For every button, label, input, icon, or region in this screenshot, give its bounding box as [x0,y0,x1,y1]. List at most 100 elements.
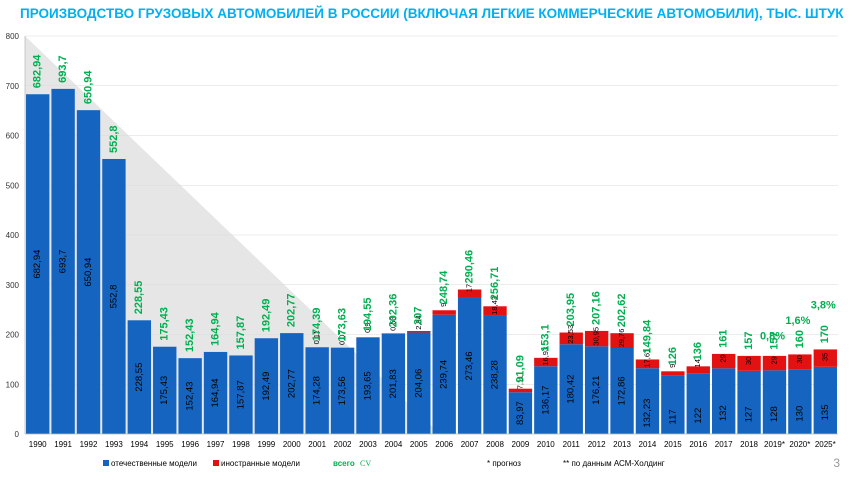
foreign-value-label: 16,93 [541,347,550,366]
foreign-value-label: 7,11 [515,375,524,389]
domestic-value-label: 228,55 [134,363,145,392]
total-value-label: 126 [667,347,679,365]
x-tick-label: 1997 [207,440,225,449]
total-value-label: 693,7 [57,55,69,83]
bar-domestic [203,351,228,434]
foreign-value-label: 29 [769,356,778,364]
domestic-value-label: 130 [794,406,805,422]
bar-domestic [356,337,380,434]
x-tick-label: 2000 [283,440,301,449]
bar-domestic [254,338,279,434]
bar-domestic [483,315,507,434]
legend-label-foreign: иностранные модели [221,459,300,468]
bar-domestic [330,347,355,434]
foreign-value-label: 0,07 [338,330,347,345]
domestic-value-label: 552,8 [108,285,119,309]
bar-domestic [153,346,177,434]
legend-swatch-foreign [213,460,219,466]
domestic-value-label: 83,97 [515,401,526,425]
bar-domestic [305,347,329,434]
total-value-label: 256,71 [489,267,501,301]
x-tick-label: 2006 [435,440,453,449]
domestic-value-label: 193,65 [363,371,374,400]
footnotes: * прогноз ** по данным АСМ-Холдинг [487,459,665,468]
domestic-value-label: 173,56 [337,376,348,405]
chart-title: ПРОИЗВОДСТВО ГРУЗОВЫХ АВТОМОБИЛЕЙ В РОСС… [20,6,844,21]
domestic-value-label: 132,23 [642,399,653,428]
bar-foreign [407,331,431,333]
foreign-value-label: 30 [795,355,804,363]
x-tick-label: 1999 [257,440,275,449]
domestic-value-label: 172,86 [617,376,628,405]
bar-domestic [280,333,304,434]
x-tick-label: 1996 [181,440,199,449]
total-value-label: 207 [413,307,425,325]
total-value-label: 194,55 [362,298,374,332]
bar-foreign [737,355,761,371]
total-value-label: 157,87 [235,316,247,350]
x-tick-label: 1991 [54,440,72,449]
x-tick-label: 2016 [689,440,707,449]
bar-foreign [762,355,787,371]
bar-domestic [711,368,736,434]
x-axis: 1990 1991 1992 1993 1994 1995 1996 1997 1998 1999… [25,433,838,449]
x-tick-label: 2009 [512,440,530,449]
bar-domestic [102,158,126,434]
bar-domestic [51,88,75,434]
domestic-value-label: 164,94 [210,378,221,407]
bar-domestic [457,297,482,434]
x-tick-label: 2015 [664,440,682,449]
foreign-value-label: 29 [719,354,728,362]
total-value-label: 192,49 [260,299,272,333]
bar-domestic [762,370,787,434]
total-value-label: 160 [794,330,806,348]
x-tick-label: 2012 [588,440,606,449]
x-tick-label: 2001 [308,440,326,449]
foreign-value-label: 30 [744,357,753,365]
total-value-label: 202,62 [616,294,628,328]
legend: отечественные модели иностранные модели вс… [103,459,371,468]
bar-foreign [813,349,837,367]
domestic-value-label: 239,74 [439,360,450,389]
legend-swatch-domestic [103,460,109,466]
footnote-source: ** по данным АСМ-Холдинг [563,459,665,468]
bar-foreign [584,330,609,347]
domestic-value-label: 117 [667,409,678,424]
bar-domestic [813,366,837,434]
domestic-value-label: 157,87 [235,380,246,409]
bar-domestic [534,366,558,434]
bar-foreign [686,366,710,374]
bar-domestic [432,314,456,434]
x-tick-label: 2003 [359,440,377,449]
total-value-label: 170 [819,325,831,343]
x-tick-label: 2014 [639,440,657,449]
domestic-value-label: 174,28 [312,376,323,405]
domestic-value-label: 152,43 [185,382,196,411]
total-value-label: 161 [718,330,730,348]
domestic-value-label: 273,46 [464,351,475,380]
domestic-value-label: 135 [820,404,831,420]
domestic-value-label: 693,7 [58,250,69,274]
legend-label-domestic: отечественные модели [111,459,197,468]
page-number: 3 [833,456,840,470]
domestic-value-label: 136,17 [540,386,551,415]
domestic-value-label: 175,43 [159,376,170,405]
share-annotation: 3,8% [811,300,836,312]
total-value-label: 91,09 [514,355,526,383]
y-tick-label: 600 [6,132,20,141]
bar-domestic [178,358,202,434]
bar-domestic [229,355,253,434]
share-annotation: 0,8% [760,330,785,342]
y-tick-label: 0 [15,430,20,439]
bar-foreign [610,333,634,349]
bar-domestic [381,333,406,434]
total-value-label: 174,39 [311,308,323,342]
x-tick-label: 2020* [789,440,810,449]
domestic-value-label: 192,49 [261,372,272,401]
y-tick-label: 800 [6,32,20,41]
data-labels-layer: 682,94 682,94 693,7 693,7 650,94 650,94 552,8 5… [32,54,832,428]
x-tick-label: 2005 [410,440,428,449]
foreign-value-label: 17,61 [642,349,651,368]
x-tick-label: 2019* [764,440,785,449]
